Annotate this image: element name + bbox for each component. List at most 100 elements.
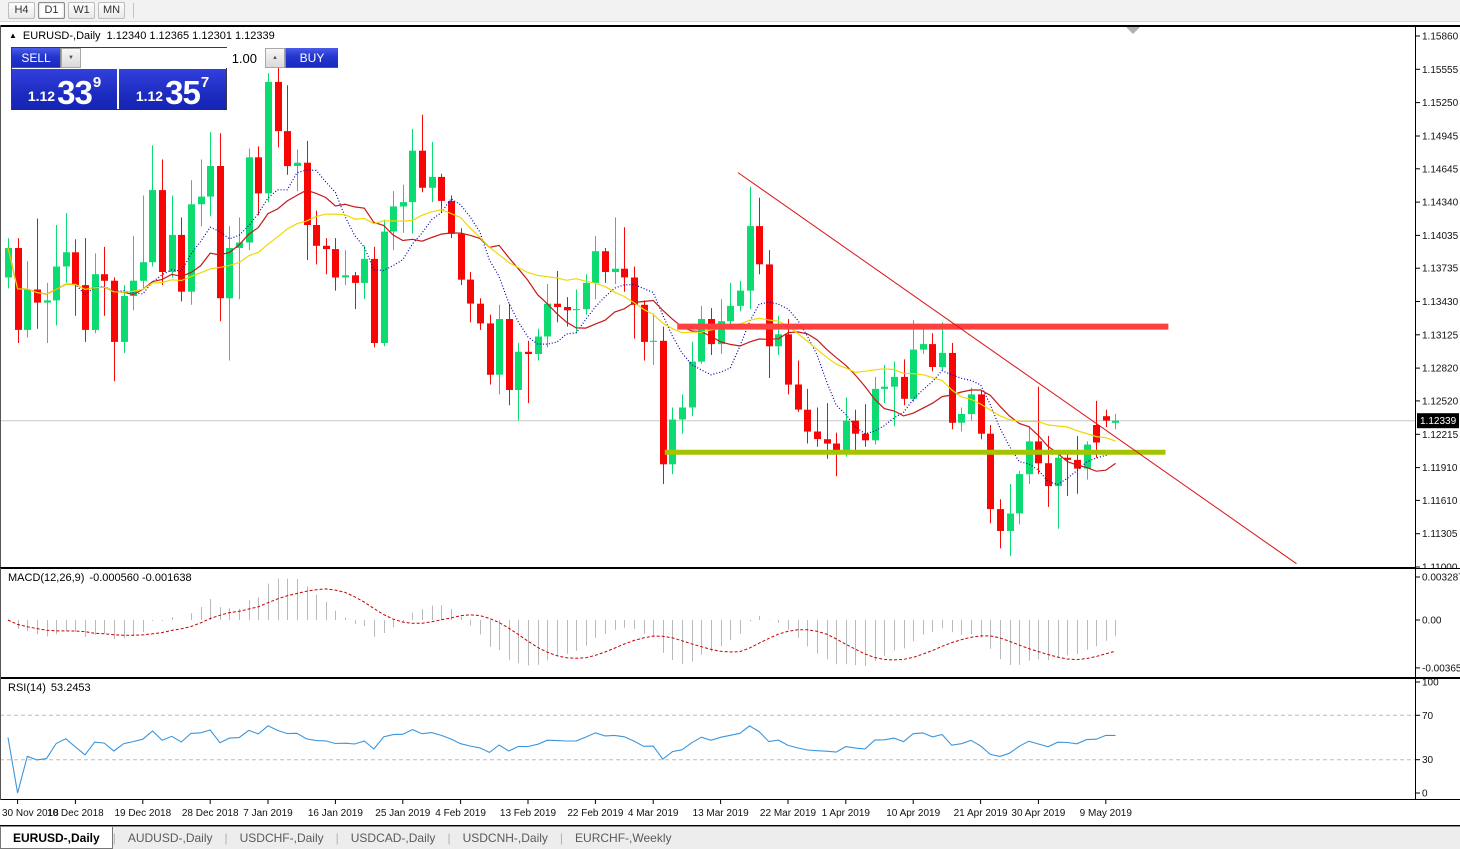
candle-bull bbox=[583, 282, 590, 310]
candle-bull bbox=[727, 305, 734, 322]
candle-bear bbox=[284, 131, 291, 167]
candle-bull bbox=[169, 234, 176, 272]
candle-bear bbox=[1074, 459, 1081, 469]
date-axis-label: 9 May 2019 bbox=[1080, 808, 1133, 819]
candle-bear bbox=[1093, 425, 1100, 443]
candle-bear bbox=[901, 376, 908, 399]
descending-trendline[interactable] bbox=[737, 172, 1297, 565]
price-axis-label: 1.13125 bbox=[1422, 330, 1459, 341]
candle-bear bbox=[987, 433, 994, 510]
rsi-axis-label: 30 bbox=[1422, 755, 1434, 766]
sell-button[interactable]: SELL bbox=[12, 48, 60, 68]
candle-bull bbox=[246, 157, 253, 243]
rsi-name: RSI(14) bbox=[8, 682, 46, 694]
candle-bull bbox=[891, 376, 898, 387]
candle-bull bbox=[958, 414, 965, 423]
candle-bear bbox=[159, 190, 166, 272]
price-axis-label: 1.13735 bbox=[1422, 264, 1459, 275]
candle-bull bbox=[920, 344, 927, 350]
candle-bear bbox=[506, 319, 513, 390]
candle-bull bbox=[1016, 474, 1023, 514]
timeframe-button-d1[interactable]: D1 bbox=[38, 2, 65, 19]
candle-bear bbox=[621, 268, 628, 278]
toolbar-separator bbox=[133, 3, 134, 18]
candle-bear bbox=[804, 409, 811, 432]
candle-bull bbox=[92, 274, 99, 330]
candle-bull bbox=[390, 206, 397, 232]
price-axis-label: 1.15555 bbox=[1422, 65, 1459, 76]
sell-price-prefix: 1.12 bbox=[27, 88, 56, 104]
symbol-collapse-icon[interactable]: ▲ bbox=[9, 31, 17, 40]
sell-price-display[interactable]: 1.12 33 9 bbox=[12, 69, 117, 110]
rsi-value: 53.2453 bbox=[50, 682, 91, 694]
macd-axis-label: 0.003287 bbox=[1422, 573, 1460, 584]
candle-bear bbox=[419, 150, 426, 188]
candle-bull bbox=[265, 81, 272, 194]
candle-bull bbox=[24, 289, 31, 330]
macd-axis-label: -0.003659 bbox=[1422, 663, 1460, 674]
volume-decrease-button[interactable]: ▼ bbox=[61, 48, 81, 68]
macd-panel-canvas[interactable]: 0.003287 0.00 -0.003659 bbox=[0, 568, 1460, 678]
current-price-label: 1.12339 bbox=[1420, 416, 1457, 427]
volume-stepper: ▼ ▲ bbox=[60, 48, 286, 68]
chart-tab-audusd-daily[interactable]: AUDUSD-,Daily bbox=[127, 831, 213, 845]
date-axis-label: 30 Nov 2018 bbox=[2, 808, 59, 819]
tab-separator: | bbox=[559, 831, 564, 845]
tab-separator: | bbox=[335, 831, 339, 845]
price-axis-label: 1.11910 bbox=[1422, 463, 1458, 474]
candle-bear bbox=[824, 439, 831, 444]
timeframe-toolbar: H4 D1 W1 MN bbox=[0, 0, 1460, 22]
volume-increase-button[interactable]: ▲ bbox=[265, 48, 285, 68]
candle-bull bbox=[429, 176, 436, 188]
date-axis-label: 19 Dec 2018 bbox=[114, 808, 171, 819]
candle-bull bbox=[44, 300, 51, 303]
sell-price-big: 33 bbox=[57, 74, 93, 111]
chart-shift-marker-icon bbox=[1126, 27, 1140, 34]
macd-axis-label: 0.00 bbox=[1422, 616, 1442, 627]
date-axis-label: 25 Jan 2019 bbox=[375, 808, 430, 819]
chart-tab-usdcad-daily[interactable]: USDCAD-,Daily bbox=[350, 831, 436, 845]
buy-price-display[interactable]: 1.12 35 7 bbox=[119, 69, 226, 110]
candle-bull bbox=[669, 419, 676, 465]
candle-bull bbox=[1112, 420, 1119, 423]
chart-ohlc-quote: 1.12340 1.12365 1.12301 1.12339 bbox=[106, 30, 275, 42]
macd-name: MACD(12,26,9) bbox=[8, 572, 85, 584]
candle-bear bbox=[833, 443, 840, 453]
candle-bull bbox=[409, 150, 416, 203]
date-axis-label: 28 Dec 2018 bbox=[182, 808, 239, 819]
candle-bull bbox=[592, 251, 599, 283]
candle-bear bbox=[978, 394, 985, 434]
main-chart-canvas[interactable]: 1.15860 1.15555 1.15250 1.14945 1.14645 1.143… bbox=[0, 25, 1460, 568]
candle-bull bbox=[361, 258, 368, 283]
candle-bear bbox=[660, 340, 667, 465]
volume-input[interactable] bbox=[81, 48, 265, 68]
timeframe-button-mn[interactable]: MN bbox=[98, 2, 125, 19]
candle-bull bbox=[226, 248, 233, 299]
macd-histogram bbox=[18, 578, 1116, 666]
candle-bull bbox=[718, 321, 725, 345]
rsi-indicator-label: RSI(14) 53.2453 bbox=[8, 682, 96, 694]
price-axis-label: 1.14645 bbox=[1422, 164, 1459, 175]
candle-bear bbox=[304, 162, 311, 225]
price-axis-label: 1.11305 bbox=[1422, 529, 1458, 540]
chart-tab-usdcnh-daily[interactable]: USDCNH-,Daily bbox=[462, 831, 548, 845]
candle-bear bbox=[111, 280, 118, 342]
timeframe-button-h4[interactable]: H4 bbox=[8, 2, 35, 19]
rsi-panel-canvas[interactable]: 100 70 30 0 bbox=[0, 678, 1460, 800]
candle-bear bbox=[34, 289, 41, 303]
chart-tab-usdchf-daily[interactable]: USDCHF-,Daily bbox=[239, 831, 324, 845]
chart-tab-eurusd-daily[interactable]: EURUSD-,Daily bbox=[0, 827, 113, 849]
chart-tab-eurchf-weekly[interactable]: EURCHF-,Weekly bbox=[575, 831, 672, 845]
date-axis-label: 4 Mar 2019 bbox=[628, 808, 679, 819]
price-axis-label: 1.15860 bbox=[1422, 32, 1459, 43]
candle-bull bbox=[63, 252, 70, 267]
candle-bull bbox=[381, 231, 388, 343]
current-price-marker bbox=[1417, 413, 1459, 429]
candle-bull bbox=[698, 319, 705, 362]
timeframe-button-w1[interactable]: W1 bbox=[68, 2, 95, 19]
rsi-line bbox=[7, 725, 1116, 794]
candle-bear bbox=[275, 81, 282, 132]
candles[interactable] bbox=[5, 66, 1119, 557]
candle-bear bbox=[477, 303, 484, 324]
buy-button[interactable]: BUY bbox=[286, 48, 338, 68]
